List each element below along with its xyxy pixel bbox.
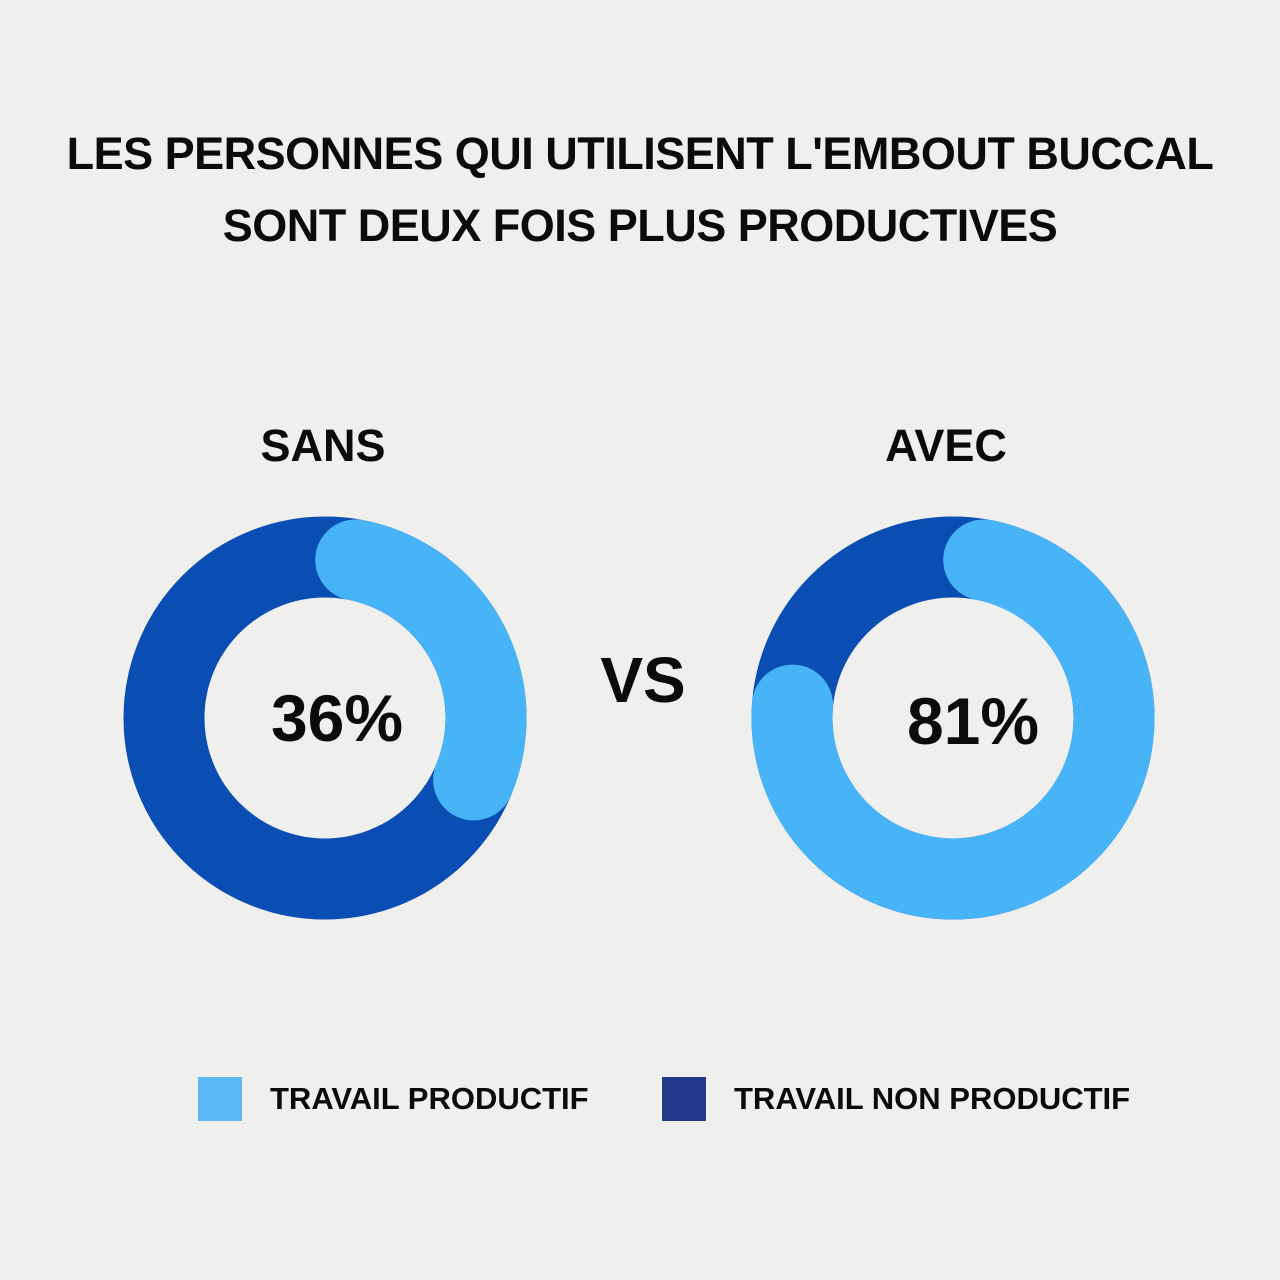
legend-label-non-productive: TRAVAIL NON PRODUCTIF [734,1081,1131,1116]
legend-label-productive: TRAVAIL PRODUCTIF [270,1081,589,1116]
avec-label: AVEC [885,420,1007,471]
avec-percentage: 81% [906,684,1040,758]
donut-slice-productive [751,519,1155,920]
sans-label: SANS [260,420,386,471]
legend-swatch-non-productive [662,1077,706,1121]
chart-title: LES PERSONNES QUI UTILISENT L'EMBOUT BUC… [0,118,1280,262]
vs-label: VS [600,644,686,716]
title-line-2: SONT DEUX FOIS PLUS PRODUCTIVES [222,200,1058,251]
title-line-1: LES PERSONNES QUI UTILISENT L'EMBOUT BUC… [66,128,1214,179]
legend-item-productive: TRAVAIL PRODUCTIF [198,1077,589,1121]
legend-swatch-productive [198,1077,242,1121]
donut-slice-productive [315,519,527,821]
sans-percentage: 36% [270,681,404,755]
legend-item-non-productive: TRAVAIL NON PRODUCTIF [662,1077,1130,1121]
